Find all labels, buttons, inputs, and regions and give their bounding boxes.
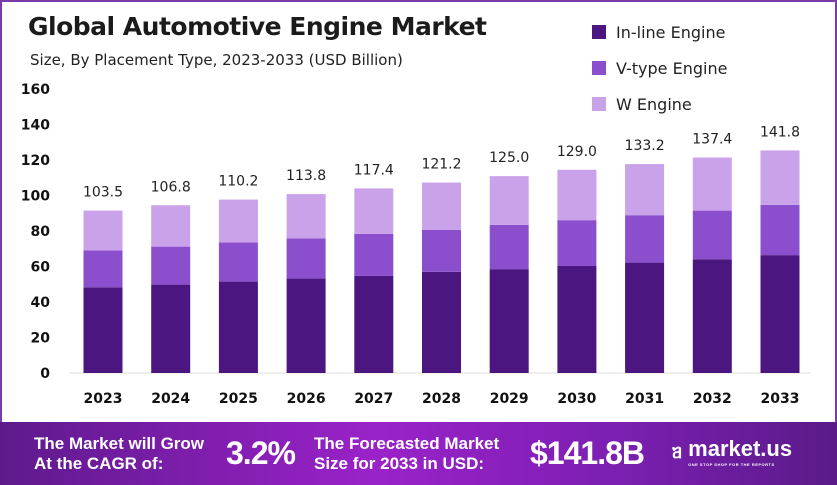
y-tick-label: 0 [40, 366, 50, 382]
bar-segment-in-line-engine-2025 [218, 281, 258, 373]
bar-segment-w-engine-2033 [760, 150, 800, 205]
total-label-2026: 113.8 [286, 168, 326, 184]
bar-chart: 0 20 40 60 80 100 120 140 160 103.5 2023 106.8 2024 1… [21, 82, 810, 407]
legend-swatch [592, 61, 606, 75]
bar-segment-in-line-engine-2024 [151, 284, 191, 373]
total-label-2030: 129.0 [557, 144, 597, 160]
legend-label: W Engine [616, 94, 692, 114]
total-label-2033: 141.8 [760, 124, 800, 140]
legend: In-line Engine V-type Engine W Engine [592, 14, 727, 122]
legend-label: In-line Engine [616, 22, 726, 42]
bar-segment-v-type-engine-2027 [354, 233, 394, 276]
legend-item-vtype: V-type Engine [592, 50, 727, 86]
legend-item-w: W Engine [592, 86, 727, 122]
bar-segment-in-line-engine-2031 [625, 262, 665, 373]
bar-segment-in-line-engine-2028 [422, 271, 461, 373]
bar-segment-w-engine-2026 [286, 194, 326, 239]
x-tick-label: 2033 [761, 391, 800, 407]
bar-segment-v-type-engine-2032 [692, 210, 732, 260]
bar-segment-w-engine-2024 [151, 205, 191, 247]
bar-segment-v-type-engine-2029 [489, 224, 529, 270]
total-label-2024: 106.8 [151, 179, 191, 195]
bar-segment-in-line-engine-2032 [692, 259, 732, 373]
total-label-2025: 110.2 [218, 174, 258, 190]
bar-segment-v-type-engine-2028 [422, 229, 461, 272]
x-tick-label: 2030 [557, 391, 596, 407]
y-tick-label: 40 [31, 295, 51, 311]
forecast-label: The Forecasted Market Size for 2033 in US… [314, 434, 500, 473]
legend-label: V-type Engine [616, 58, 728, 78]
chart-title: Global Automotive Engine Market [28, 12, 487, 41]
bar-segment-in-line-engine-2030 [557, 265, 597, 373]
cagr-value: 3.2% [226, 435, 296, 471]
x-tick-label: 2024 [151, 391, 190, 407]
cagr-label: The Market will Grow At the CAGR of: [34, 434, 205, 473]
bar-segment-v-type-engine-2023 [83, 250, 123, 288]
y-tick-label: 100 [21, 189, 50, 205]
total-label-2028: 121.2 [421, 157, 461, 173]
y-tick-label: 20 [31, 331, 51, 347]
legend-item-inline: In-line Engine [592, 14, 727, 50]
bar-segment-w-engine-2027 [354, 188, 394, 234]
summary-banner: The Market will Grow At the CAGR of: 3.2%… [0, 422, 837, 485]
bar-segment-w-engine-2028 [422, 182, 461, 230]
bar-segment-in-line-engine-2027 [354, 275, 394, 373]
x-tick-label: 2031 [625, 391, 664, 407]
legend-swatch [592, 97, 606, 111]
bar-segment-w-engine-2031 [625, 164, 665, 216]
bar-segment-in-line-engine-2026 [286, 278, 326, 373]
bar-segment-v-type-engine-2033 [760, 204, 800, 256]
chart-subtitle: Size, By Placement Type, 2023-2033 (USD … [30, 51, 403, 69]
bar-segment-v-type-engine-2024 [151, 246, 191, 285]
bar-segment-w-engine-2030 [557, 169, 597, 221]
bar-segment-in-line-engine-2033 [760, 255, 800, 373]
total-label-2031: 133.2 [625, 138, 665, 154]
x-tick-label: 2026 [287, 391, 326, 407]
x-tick-label: 2025 [219, 391, 258, 407]
x-tick-label: 2028 [422, 391, 461, 407]
legend-swatch [592, 25, 606, 39]
total-label-2029: 125.0 [489, 150, 529, 166]
bar-segment-w-engine-2025 [218, 199, 258, 243]
total-label-2032: 137.4 [692, 132, 732, 148]
x-tick-label: 2023 [84, 391, 123, 407]
bar-segment-v-type-engine-2025 [218, 242, 258, 282]
x-tick-label: 2029 [490, 391, 529, 407]
y-tick-label: 80 [31, 224, 51, 240]
y-tick-label: 60 [31, 260, 51, 276]
bar-segment-in-line-engine-2023 [83, 287, 123, 373]
x-tick-label: 2027 [354, 391, 393, 407]
bar-segment-v-type-engine-2031 [625, 215, 665, 263]
total-label-2023: 103.5 [83, 185, 123, 201]
bar-segment-in-line-engine-2029 [489, 269, 529, 373]
bar-segment-w-engine-2029 [489, 176, 529, 225]
bar-segment-v-type-engine-2026 [286, 238, 326, 279]
bar-segment-w-engine-2032 [692, 157, 732, 211]
x-tick-label: 2032 [693, 391, 732, 407]
total-label-2027: 117.4 [354, 162, 394, 178]
bar-segment-v-type-engine-2030 [557, 220, 597, 266]
y-tick-label: 160 [21, 82, 50, 98]
y-tick-label: 140 [21, 118, 50, 134]
market-us-logo: ᥑ market.us ONE STOP SHOP FOR THE REPORTS [672, 436, 793, 467]
y-tick-label: 120 [21, 153, 50, 169]
forecast-value: $141.8B [530, 435, 645, 471]
logo-icon: ᥑ [672, 440, 683, 463]
bar-segment-w-engine-2023 [83, 210, 123, 251]
